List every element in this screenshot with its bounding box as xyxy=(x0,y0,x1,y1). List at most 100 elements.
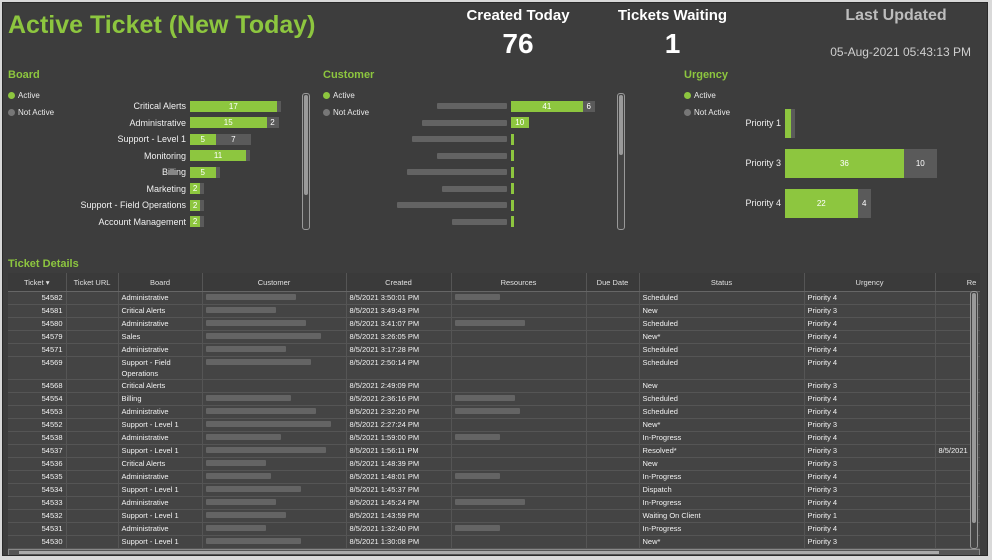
table-cell[interactable] xyxy=(66,470,119,484)
table-scroll-thumb[interactable] xyxy=(972,293,976,523)
customer-active-bar[interactable] xyxy=(511,166,514,178)
customer-active-bar[interactable]: 10 xyxy=(511,117,529,128)
customer-scrollbar[interactable] xyxy=(617,93,625,230)
urgency-not-active-bar[interactable] xyxy=(791,108,795,138)
table-column-header[interactable]: Resources xyxy=(451,273,587,292)
urgency-legend-not-active[interactable]: Not Active xyxy=(684,104,730,121)
table-cell[interactable] xyxy=(66,343,119,357)
board-bar-row[interactable]: Monitoring 11 xyxy=(68,150,251,162)
table-row[interactable]: 54531 Administrative 8/5/2021 1:32:40 PM In… xyxy=(8,522,980,536)
table-column-header[interactable]: Ticket ▾ xyxy=(8,273,67,292)
board-active-bar[interactable]: 17 xyxy=(190,100,277,112)
table-cell[interactable] xyxy=(66,496,119,510)
urgency-bar-row[interactable]: Priority 1 xyxy=(693,108,795,138)
board-legend[interactable]: Active Not Active xyxy=(8,87,54,121)
urgency-active-bar[interactable] xyxy=(785,108,791,138)
table-cell[interactable] xyxy=(66,431,119,445)
table-cell[interactable] xyxy=(66,356,119,380)
table-cell[interactable] xyxy=(66,291,119,305)
table-column-header[interactable]: Re xyxy=(935,273,980,292)
table-column-header[interactable]: Urgency xyxy=(804,273,936,292)
table-row[interactable]: 54580 Administrative 8/5/2021 3:41:07 PM Sc… xyxy=(8,317,980,331)
table-cell[interactable] xyxy=(66,317,119,331)
customer-bar-row[interactable] xyxy=(383,183,514,195)
customer-bar-row[interactable] xyxy=(383,199,514,211)
legend-not-active[interactable]: Not Active xyxy=(8,104,54,121)
legend-active[interactable]: Active xyxy=(8,87,54,104)
customer-active-bar[interactable] xyxy=(511,199,514,211)
table-scrollbar[interactable] xyxy=(970,291,978,549)
customer-bar-row[interactable] xyxy=(383,150,514,162)
table-cell[interactable] xyxy=(66,509,119,523)
table-cell[interactable] xyxy=(66,392,119,406)
ticket-table-container[interactable]: Ticket ▾ Ticket URL Board Customer Created Re… xyxy=(8,273,980,549)
customer-bar-row[interactable] xyxy=(383,216,514,228)
board-bar-row[interactable]: Support - Field Operations 2 xyxy=(68,199,205,211)
customer-active-bar[interactable] xyxy=(511,133,514,145)
board-active-bar[interactable]: 5 xyxy=(190,133,216,145)
board-active-bar[interactable]: 2 xyxy=(190,216,201,227)
board-scrollbar[interactable] xyxy=(302,93,310,230)
table-row[interactable]: 54552 Support - Level 1 8/5/2021 2:27:24 P… xyxy=(8,418,980,432)
board-bar-row[interactable]: Critical Alerts 17 xyxy=(68,100,281,112)
table-horizontal-scrollbar[interactable] xyxy=(8,549,980,555)
board-active-bar[interactable]: 2 xyxy=(190,183,201,194)
board-active-bar[interactable]: 5 xyxy=(190,166,216,178)
table-row[interactable]: 54537 Support - Level 1 8/5/2021 1:56:11 P… xyxy=(8,444,980,458)
table-column-header[interactable]: Ticket URL xyxy=(66,273,119,292)
table-cell[interactable] xyxy=(66,304,119,318)
sort-desc-icon[interactable]: ▾ xyxy=(43,277,50,287)
table-row[interactable]: 54533 Administrative 8/5/2021 1:45:24 PM In… xyxy=(8,496,980,510)
customer-active-bar[interactable] xyxy=(511,183,514,194)
table-cell[interactable] xyxy=(66,418,119,432)
board-bar-row[interactable]: Account Management 2 xyxy=(68,216,205,228)
customer-legend-not-active[interactable]: Not Active xyxy=(323,104,369,121)
board-active-bar[interactable]: 11 xyxy=(190,150,247,161)
customer-bar-row[interactable] xyxy=(383,166,514,178)
customer-bar-row[interactable]: 41 6 xyxy=(383,100,595,112)
table-cell[interactable] xyxy=(66,535,119,549)
urgency-legend-active[interactable]: Active xyxy=(684,87,730,104)
table-row[interactable]: 54534 Support - Level 1 8/5/2021 1:45:37 P… xyxy=(8,483,980,497)
board-active-bar[interactable]: 15 xyxy=(190,117,267,128)
table-row[interactable]: 54568 Critical Alerts 8/5/2021 2:49:09 PM N… xyxy=(8,379,980,393)
board-scroll-thumb[interactable] xyxy=(304,95,308,195)
customer-active-bar[interactable] xyxy=(511,216,514,227)
board-active-bar[interactable]: 2 xyxy=(190,199,201,211)
table-row[interactable]: 54538 Administrative 8/5/2021 1:59:00 PM In… xyxy=(8,431,980,445)
customer-not-active-bar[interactable]: 6 xyxy=(582,100,595,112)
table-column-header[interactable]: Due Date xyxy=(586,273,640,292)
table-row[interactable]: 54532 Support - Level 1 8/5/2021 1:43:59 P… xyxy=(8,509,980,523)
customer-scroll-thumb[interactable] xyxy=(619,95,623,155)
table-cell[interactable] xyxy=(66,405,119,419)
urgency-bar-row[interactable]: Priority 4 22 4 xyxy=(693,188,871,218)
table-column-header[interactable]: Created xyxy=(346,273,452,292)
urgency-not-active-bar[interactable]: 10 xyxy=(903,148,937,178)
table-column-header[interactable]: Customer xyxy=(202,273,347,292)
customer-legend-active[interactable]: Active xyxy=(323,87,369,104)
table-cell[interactable] xyxy=(66,457,119,471)
table-row[interactable]: 54579 Sales 8/5/2021 3:26:05 PM New* Priorit… xyxy=(8,330,980,344)
table-row[interactable]: 54569 Support - Field Operations 8/5/2021 … xyxy=(8,356,980,380)
urgency-not-active-bar[interactable]: 4 xyxy=(857,188,871,218)
customer-active-bar[interactable] xyxy=(511,150,514,161)
urgency-active-bar[interactable]: 22 xyxy=(785,188,858,218)
board-bar-row[interactable]: Marketing 2 xyxy=(68,183,205,195)
urgency-legend[interactable]: Active Not Active xyxy=(684,87,730,121)
customer-bar-row[interactable] xyxy=(383,133,514,145)
table-column-header[interactable]: Status xyxy=(639,273,805,292)
board-bar-row[interactable]: Billing 5 xyxy=(68,166,220,178)
table-row[interactable]: 54581 Critical Alerts 8/5/2021 3:49:43 PM N… xyxy=(8,304,980,318)
table-column-header[interactable]: Board xyxy=(118,273,203,292)
urgency-active-bar[interactable]: 36 xyxy=(785,148,904,178)
board-bar-row[interactable]: Administrative 15 2 xyxy=(68,117,279,129)
customer-active-bar[interactable]: 41 xyxy=(511,100,583,112)
table-row[interactable]: 54571 Administrative 8/5/2021 3:17:28 PM Sc… xyxy=(8,343,980,357)
table-row[interactable]: 54530 Support - Level 1 8/5/2021 1:30:08 P… xyxy=(8,535,980,549)
table-cell[interactable] xyxy=(66,330,119,344)
customer-legend[interactable]: Active Not Active xyxy=(323,87,369,121)
board-not-active-bar[interactable]: 7 xyxy=(215,133,252,145)
table-cell[interactable] xyxy=(66,379,119,393)
table-cell[interactable] xyxy=(66,522,119,536)
